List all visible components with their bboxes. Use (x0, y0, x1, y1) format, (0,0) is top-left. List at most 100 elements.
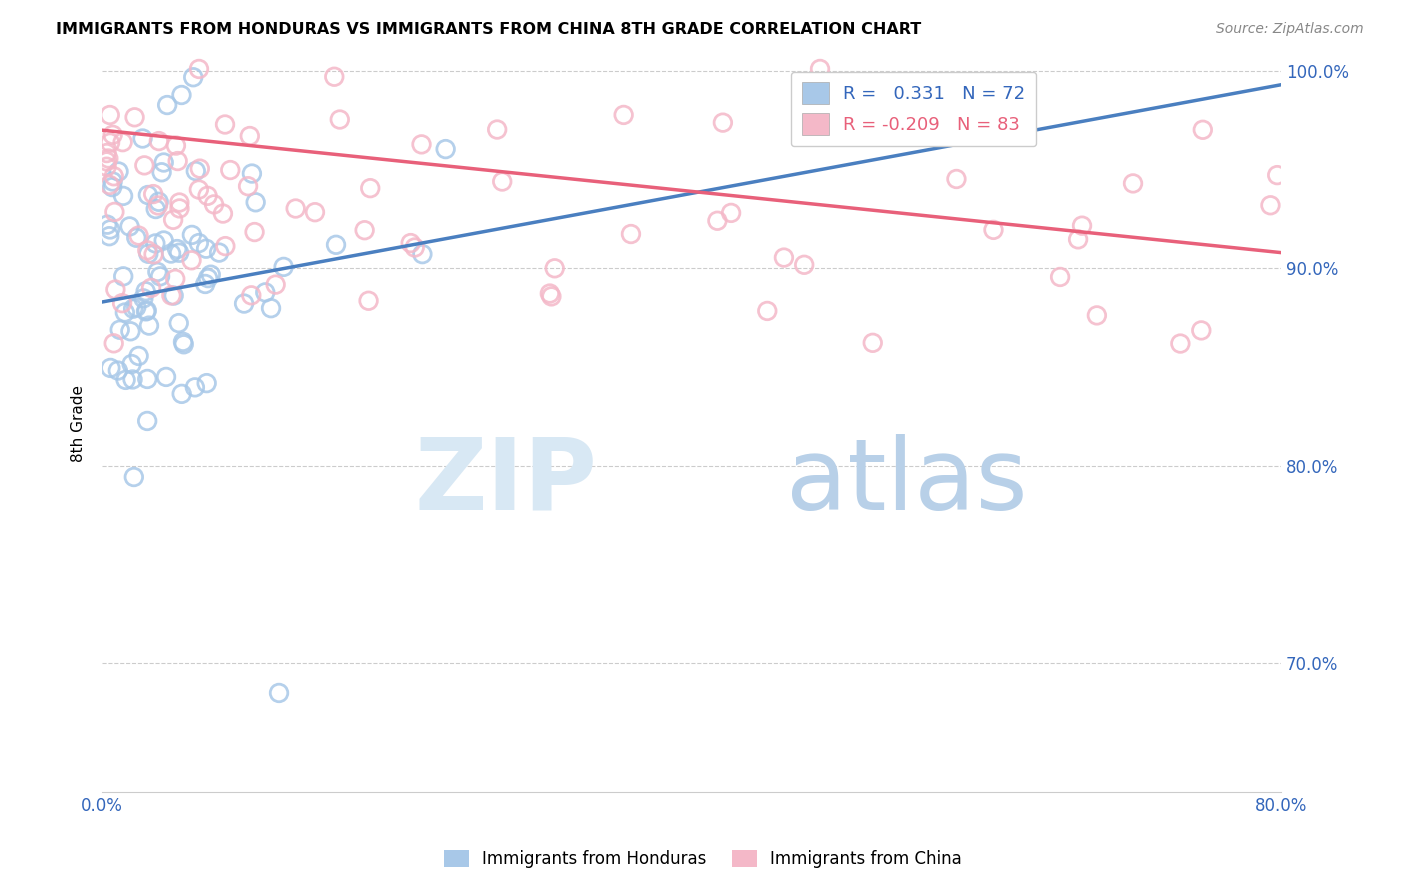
Point (187, 236, 209, 251)
Point (135, 285, 157, 299)
Point (240, 288, 263, 302)
Point (184, 380, 207, 394)
Point (146, 265, 169, 279)
Point (162, 212, 184, 227)
Point (167, 316, 190, 330)
Point (491, 175, 513, 189)
Point (139, 281, 162, 295)
Point (793, 258, 815, 272)
Point (1122, 177, 1144, 191)
Point (359, 181, 381, 195)
Point (148, 194, 170, 209)
Point (434, 142, 457, 156)
Point (136, 188, 159, 202)
Point (98, 178, 121, 192)
Point (945, 172, 967, 186)
Point (160, 288, 183, 302)
Legend: Immigrants from Honduras, Immigrants from China: Immigrants from Honduras, Immigrants fro… (437, 843, 969, 875)
Point (98, 229, 121, 244)
Point (121, 372, 143, 386)
Text: Source: ZipAtlas.com: Source: ZipAtlas.com (1216, 22, 1364, 37)
Point (264, 277, 287, 292)
Point (108, 323, 131, 337)
Point (103, 336, 125, 351)
Point (245, 195, 267, 210)
Point (188, 161, 211, 176)
Point (195, 376, 218, 391)
Point (122, 301, 145, 316)
Point (169, 195, 191, 210)
Point (167, 245, 190, 260)
Point (166, 242, 188, 256)
Point (111, 135, 134, 149)
Point (136, 247, 159, 261)
Point (706, 213, 728, 227)
Point (170, 88, 193, 103)
Point (862, 335, 884, 350)
Point (165, 138, 187, 153)
Point (107, 363, 129, 377)
Point (938, 78, 960, 93)
Point (120, 324, 142, 338)
Point (236, 179, 259, 194)
Point (96, 160, 118, 174)
Point (121, 357, 143, 371)
Point (142, 187, 165, 202)
Point (756, 304, 779, 318)
Point (323, 70, 346, 84)
Point (212, 206, 235, 220)
Point (155, 370, 177, 384)
Point (254, 285, 277, 300)
Point (169, 202, 191, 216)
Point (357, 293, 380, 308)
Point (149, 269, 172, 284)
Point (243, 225, 266, 239)
Point (180, 253, 202, 268)
Point (1170, 336, 1192, 351)
Point (304, 205, 326, 219)
Point (411, 247, 433, 261)
Point (180, 227, 202, 242)
Point (136, 244, 159, 258)
Point (112, 189, 135, 203)
Point (240, 167, 263, 181)
Point (114, 305, 136, 319)
Point (124, 111, 146, 125)
Point (711, 115, 734, 129)
Point (200, 268, 222, 282)
Point (404, 240, 426, 254)
Point (411, 137, 433, 152)
Text: IMMIGRANTS FROM HONDURAS VS IMMIGRANTS FROM CHINA 8TH GRADE CORRELATION CHART: IMMIGRANTS FROM HONDURAS VS IMMIGRANTS F… (56, 22, 921, 37)
Point (114, 373, 136, 387)
Point (195, 242, 218, 256)
Point (163, 288, 186, 302)
Point (98, 108, 121, 122)
Point (1191, 123, 1213, 137)
Point (98, 360, 121, 375)
Text: ZIP: ZIP (415, 434, 598, 531)
Point (720, 206, 742, 220)
Point (267, 686, 290, 700)
Point (136, 372, 159, 386)
Point (613, 108, 636, 122)
Point (202, 197, 225, 211)
Legend: R =   0.331   N = 72, R = -0.209   N = 83: R = 0.331 N = 72, R = -0.209 N = 83 (790, 71, 1036, 146)
Point (219, 163, 242, 178)
Point (197, 189, 219, 203)
Point (538, 286, 561, 301)
Point (214, 118, 236, 132)
Point (544, 261, 567, 276)
Point (273, 260, 295, 274)
Point (808, 62, 831, 76)
Point (166, 154, 188, 169)
Point (98, 136, 121, 150)
Point (284, 202, 307, 216)
Point (773, 251, 796, 265)
Point (111, 296, 134, 310)
Point (181, 70, 204, 85)
Point (170, 387, 193, 401)
Point (187, 183, 209, 197)
Point (152, 234, 174, 248)
Point (146, 198, 169, 212)
Point (353, 223, 375, 237)
